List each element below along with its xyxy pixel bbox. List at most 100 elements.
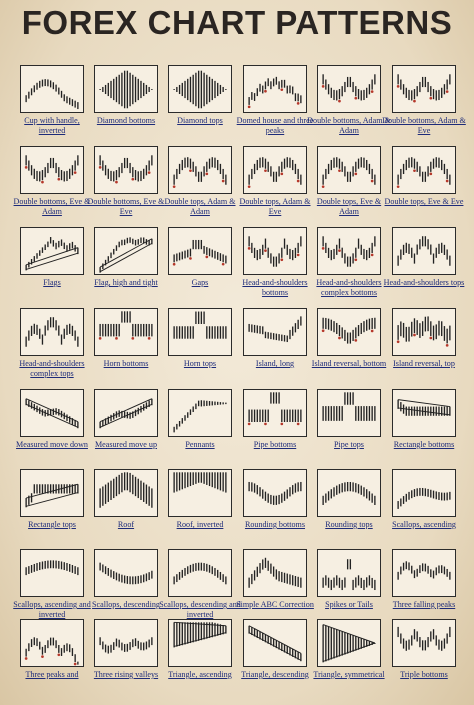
pattern-caption[interactable]: Gaps (191, 278, 209, 287)
pattern-caption[interactable]: Three falling peaks (392, 600, 456, 609)
pattern-caption[interactable]: Three rising valleys (93, 670, 159, 679)
pattern-caption[interactable]: Island, long (255, 359, 295, 368)
pattern-caption[interactable]: Spikes or Tails (325, 600, 373, 609)
pattern-caption[interactable]: Triple bottoms (400, 670, 448, 679)
signal-dot (296, 179, 300, 183)
scalDesc-pattern-icon (94, 549, 158, 597)
pattern-caption[interactable]: Scallops, descending (92, 600, 160, 609)
signal-dot (321, 185, 325, 189)
pattern-caption[interactable]: Double tops, Eve & Eve (384, 197, 464, 206)
pattern-caption[interactable]: Measured move down (16, 440, 88, 449)
pattern-caption[interactable]: Rectangle tops (28, 520, 76, 529)
signal-dot (413, 333, 416, 337)
trend-line (25, 247, 79, 266)
pattern-figure (396, 157, 451, 189)
signal-dot (189, 257, 192, 260)
pattern-caption[interactable]: Double tops, Adam & Adam (164, 197, 236, 216)
pattern-caption[interactable]: Horn bottoms (103, 359, 149, 368)
pattern-caption[interactable]: Rectangle bottoms (393, 440, 455, 449)
pattern-caption[interactable]: Diamond bottoms (96, 116, 156, 125)
pattern-caption[interactable]: Double tops, Adam & Eve (239, 197, 311, 216)
poster-title: FOREX CHART PATTERNS (21, 4, 453, 41)
roundT-pattern-icon (317, 469, 381, 517)
signal-dot (370, 329, 374, 333)
pattern-caption[interactable]: Double bottoms, Adam & Adam (307, 116, 391, 135)
signal-dot (280, 258, 284, 262)
pattern-caption[interactable]: Cup with handle, inverted (24, 116, 80, 135)
threeRise-pattern-icon (94, 619, 158, 667)
pattern-caption[interactable]: Rounding bottoms (244, 520, 306, 529)
pattern-figure (173, 621, 227, 648)
pattern-figure (248, 481, 302, 505)
pattern-caption[interactable]: Pennants (185, 440, 215, 449)
pattern-figure (99, 237, 153, 273)
rectB-pattern-icon (392, 389, 456, 437)
signal-dot (115, 180, 118, 184)
pattern-figure (397, 626, 451, 651)
pattern-caption[interactable]: Double tops, Eve & Adam (316, 197, 382, 216)
triAsc-pattern-icon (168, 619, 232, 667)
pattern-caption[interactable]: Pipe tops (334, 440, 364, 449)
signal-dot (370, 90, 374, 93)
trend-line (99, 242, 153, 273)
pattern-caption[interactable]: Island reversal, bottom (311, 359, 387, 368)
signal-dot (429, 96, 433, 100)
pattern-figure (322, 482, 376, 505)
pattern-caption[interactable]: Horn tops (183, 359, 217, 368)
signal-dot (354, 172, 358, 176)
signal-dot (221, 262, 225, 266)
signal-dot (172, 262, 176, 266)
pattern-caption[interactable]: Rounding tops (325, 520, 373, 529)
pattern-caption[interactable]: Triangle, descending (241, 670, 309, 679)
pattern-caption[interactable]: Triangle, ascending (168, 670, 232, 679)
pattern-caption[interactable]: Flags (43, 278, 61, 287)
pattern-caption[interactable]: Diamond tops (177, 116, 223, 125)
pattern-figure (322, 624, 376, 663)
dbl-pattern-icon (392, 65, 456, 113)
signal-dot (264, 249, 267, 252)
pattern-caption[interactable]: Island reversal, top (393, 359, 455, 368)
signal-dot (264, 422, 267, 426)
signal-dot (321, 247, 325, 250)
pattern-figure (321, 236, 376, 267)
pattern-caption[interactable]: Triangle, symmetrical (313, 670, 385, 679)
pattern-caption[interactable]: Flag, high and tight (94, 278, 158, 287)
signal-dot (396, 340, 400, 344)
pattern-caption[interactable]: Roof (117, 520, 135, 529)
pattern-caption[interactable]: Three peaks and (25, 670, 79, 679)
dbl-pattern-icon (20, 146, 84, 194)
pattern-caption[interactable]: Head-and-shoulders tops (383, 278, 465, 287)
pattern-caption[interactable]: Domed house and three peaks (236, 116, 314, 135)
pattern-caption[interactable]: Pipe bottoms (253, 440, 297, 449)
trend-line (174, 632, 226, 647)
pattern-caption[interactable]: Roof, inverted (176, 520, 224, 529)
hornB-pattern-icon (94, 308, 158, 356)
pattern-figure (173, 70, 227, 109)
signal-dot (429, 172, 433, 176)
pattern-caption[interactable]: Scallops, ascending (392, 520, 456, 529)
pattern-caption[interactable]: Double bottoms, Eve & Adam (13, 197, 91, 216)
hst-pattern-icon (392, 227, 456, 275)
pattern-figure (247, 76, 302, 109)
roofInv-pattern-icon (168, 469, 232, 517)
trend-line (25, 252, 79, 270)
pattern-caption[interactable]: Head-and-shoulders bottoms (242, 278, 308, 297)
signal-dot (57, 653, 61, 657)
trend-line (398, 407, 450, 416)
pattern-caption[interactable]: Simple ABC Correction (236, 600, 314, 609)
pattern-caption[interactable]: Double bottoms, Adam & Eve (382, 116, 466, 135)
pattern-caption[interactable]: Double bottoms, Eve & Eve (87, 197, 165, 216)
signal-dot (445, 179, 449, 183)
pattern-caption[interactable]: Scallops, descending and inverted (159, 600, 241, 619)
signal-dot (321, 329, 325, 333)
signal-dot (24, 657, 28, 660)
pattern-caption[interactable]: Head-and-shoulders complex tops (19, 359, 85, 378)
pattern-caption[interactable]: Measured move up (94, 440, 158, 449)
pattern-figure (247, 392, 302, 426)
pattern-caption[interactable]: Head-and-shoulders complex bottoms (316, 278, 382, 297)
trend-line (322, 642, 376, 662)
pattern-caption[interactable]: Scallops, ascending and inverted (13, 600, 91, 619)
signal-dot (280, 88, 284, 92)
signal-dot (280, 172, 284, 176)
